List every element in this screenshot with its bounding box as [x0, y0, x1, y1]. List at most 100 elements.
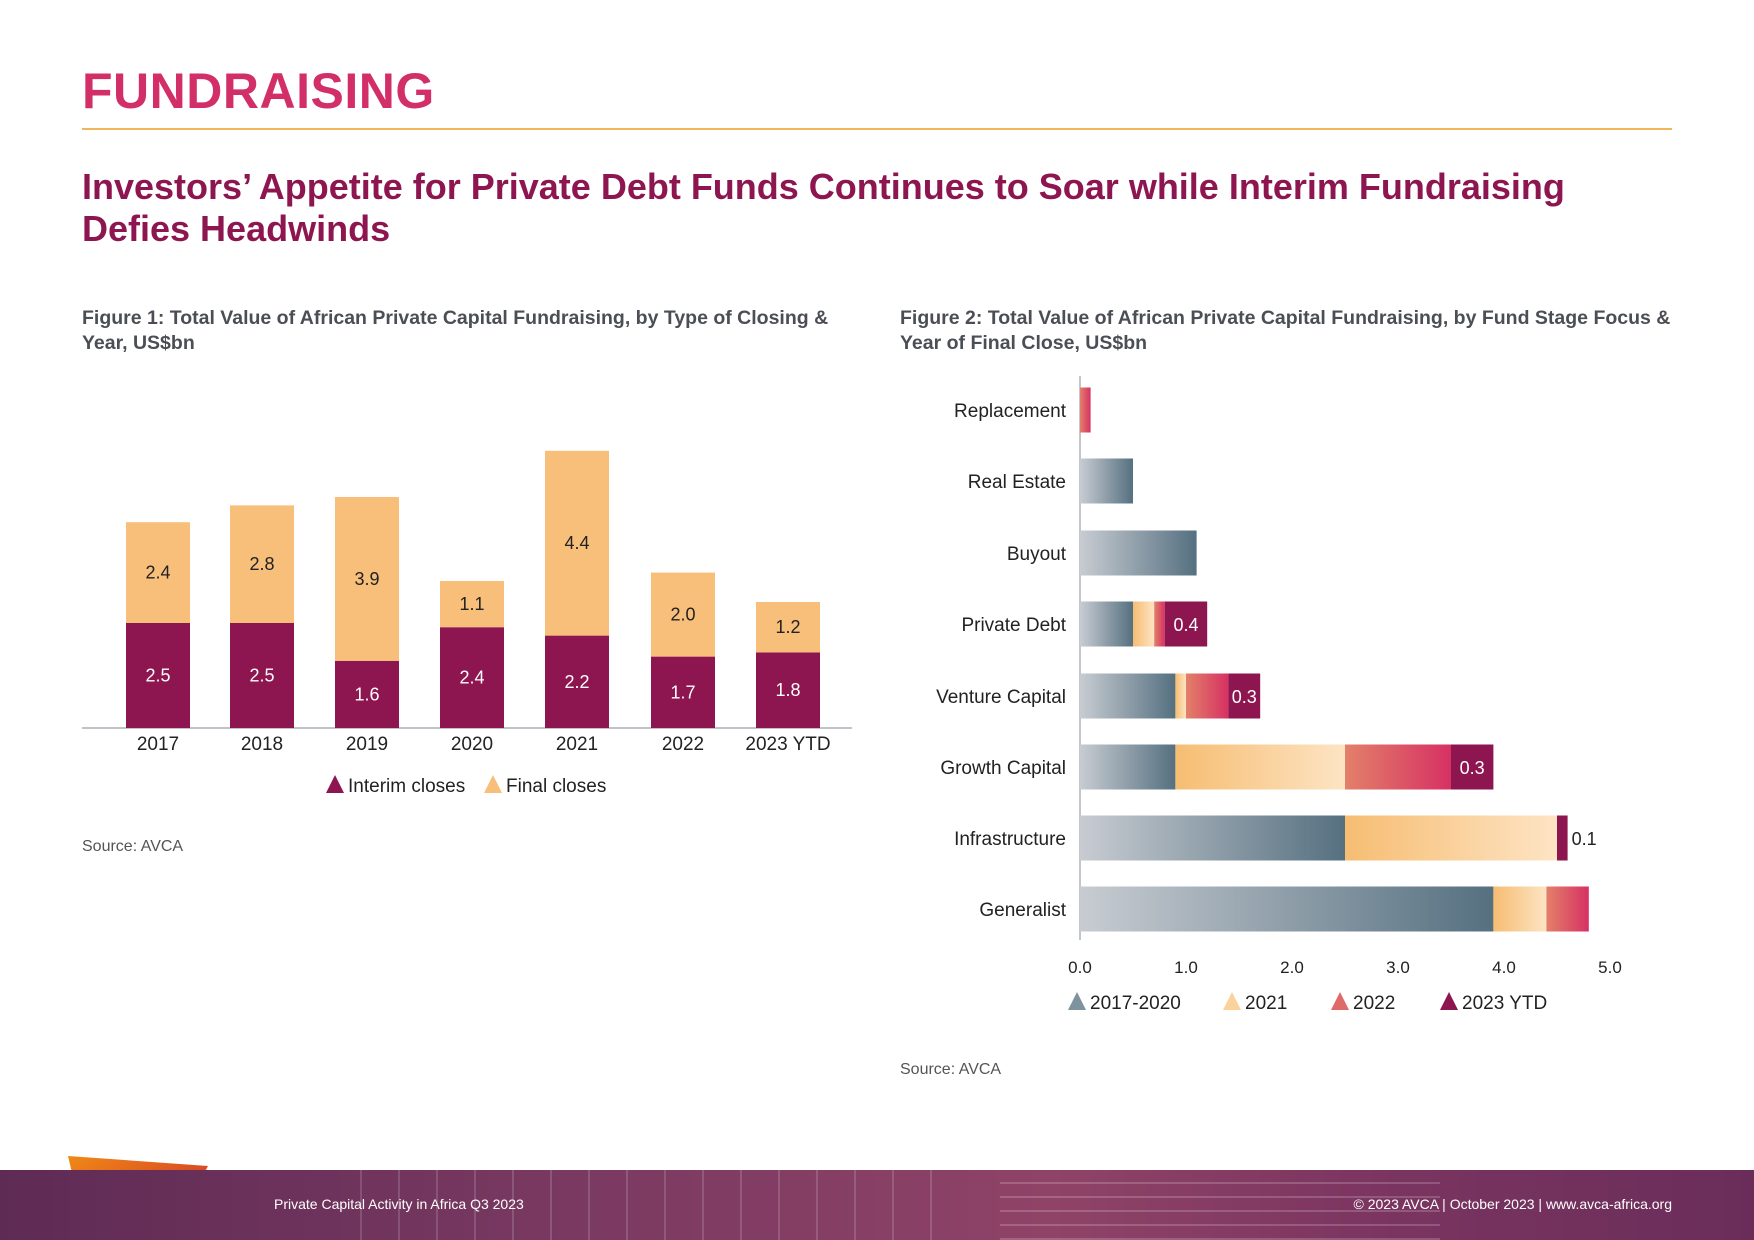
bar-final-closes	[651, 572, 715, 657]
x-tick-label: 0.0	[1068, 958, 1092, 977]
bar-2017-2020	[1080, 673, 1176, 719]
bar-final-closes	[335, 497, 399, 661]
bar-interim-closes	[230, 623, 294, 728]
footer-decoration	[360, 1170, 960, 1240]
x-tick-label: 4.0	[1492, 958, 1516, 977]
bar-2022	[1080, 387, 1091, 433]
bar-2023-ytd	[1228, 673, 1261, 719]
data-label: 1.8	[775, 680, 800, 700]
data-label: 1.1	[459, 594, 484, 614]
bar-final-closes	[545, 450, 609, 636]
bar-2021	[1493, 886, 1547, 932]
y-category-label: Private Debt	[961, 615, 1066, 636]
legend-triangle-icon	[1440, 992, 1458, 1010]
y-category-label: Venture Capital	[936, 687, 1066, 708]
figure1-source: Source: AVCA	[82, 838, 184, 855]
legend-triangle-icon	[326, 775, 344, 793]
legend-triangle-icon	[1068, 992, 1086, 1010]
footer-decoration	[1000, 1170, 1440, 1240]
bar-2023-ytd	[1451, 744, 1494, 790]
y-category-label: Growth Capital	[940, 758, 1066, 779]
data-label: 2.4	[459, 668, 484, 688]
y-category-label: Buyout	[1007, 544, 1067, 565]
x-tick-label: 2019	[346, 734, 388, 755]
data-label: 1.7	[670, 682, 695, 702]
legend-label: 2023 YTD	[1462, 993, 1547, 1014]
bar-interim-closes	[545, 635, 609, 728]
title-divider	[82, 128, 1672, 130]
data-label: 0.3	[1232, 687, 1257, 707]
bar-final-closes	[230, 505, 294, 623]
bar-final-closes	[126, 522, 190, 623]
data-label: 2.2	[564, 672, 589, 692]
bar-2017-2020	[1080, 530, 1197, 576]
bar-2021	[1175, 673, 1186, 719]
y-category-label: Replacement	[954, 401, 1067, 422]
bar-2022	[1154, 601, 1165, 647]
figure2-title: Figure 2: Total Value of African Private…	[900, 307, 1671, 354]
bar-2023-ytd	[1557, 815, 1568, 861]
section-title: FUNDRAISING	[82, 63, 435, 119]
page-headline: Investors’ Appetite for Private Debt Fun…	[82, 166, 1565, 249]
data-label: 1.6	[354, 684, 379, 704]
bar-2017-2020	[1080, 886, 1494, 932]
page-footer: Private Capital Activity in Africa Q3 20…	[0, 1170, 1754, 1240]
legend-label: 2021	[1245, 993, 1287, 1014]
bar-2022	[1546, 886, 1589, 932]
bar-interim-closes	[651, 656, 715, 728]
x-tick-label: 2018	[241, 734, 283, 755]
x-tick-label: 5.0	[1598, 958, 1622, 977]
x-tick-label: 2017	[137, 734, 179, 755]
bar-final-closes	[756, 602, 820, 653]
legend-triangle-icon	[1331, 992, 1349, 1010]
data-label: 2.4	[145, 563, 170, 583]
legend-label: Final closes	[506, 776, 606, 797]
legend-label: Interim closes	[348, 776, 465, 797]
bar-2022	[1186, 673, 1229, 719]
bar-2021	[1133, 601, 1155, 647]
data-label: 2.5	[249, 666, 274, 686]
legend-triangle-icon	[1223, 992, 1241, 1010]
figure2-source: Source: AVCA	[900, 1061, 1002, 1078]
legend-label: 2022	[1353, 993, 1395, 1014]
data-label: 0.1	[1572, 829, 1597, 849]
bar-2021	[1175, 744, 1345, 790]
data-label: 4.4	[564, 533, 589, 553]
data-label: 2.5	[145, 666, 170, 686]
x-tick-label: 2020	[451, 734, 493, 755]
y-category-label: Infrastructure	[954, 829, 1066, 850]
data-label: 2.8	[249, 554, 274, 574]
x-tick-label: 2021	[556, 734, 598, 755]
figure1-title: Figure 1: Total Value of African Private…	[82, 307, 829, 354]
x-tick-label: 2.0	[1280, 958, 1304, 977]
data-label: 2.0	[670, 605, 695, 625]
x-tick-label: 2023 YTD	[745, 734, 830, 755]
x-tick-label: 1.0	[1174, 958, 1198, 977]
x-tick-label: 3.0	[1386, 958, 1410, 977]
y-category-label: Real Estate	[968, 472, 1066, 493]
bar-2022	[1345, 744, 1451, 790]
bar-2017-2020	[1080, 601, 1133, 647]
legend-triangle-icon	[484, 775, 502, 793]
y-category-label: Generalist	[979, 900, 1066, 921]
bar-interim-closes	[440, 627, 504, 728]
footer-copyright: © 2023 AVCA | October 2023 | www.avca-af…	[1353, 1196, 1673, 1212]
bar-interim-closes	[126, 623, 190, 728]
bar-2021	[1345, 815, 1557, 861]
bar-interim-closes	[756, 652, 820, 728]
x-tick-label: 2022	[662, 734, 704, 755]
bar-2017-2020	[1080, 458, 1133, 504]
bar-2023-ytd	[1164, 601, 1208, 647]
bar-final-closes	[440, 581, 504, 628]
data-label: 1.2	[775, 617, 800, 637]
data-label: 3.9	[354, 569, 379, 589]
data-label: 0.4	[1173, 615, 1198, 635]
legend-label: 2017-2020	[1090, 993, 1181, 1014]
bar-interim-closes	[335, 660, 399, 728]
bar-2017-2020	[1080, 815, 1345, 861]
footer-report-name: Private Capital Activity in Africa Q3 20…	[274, 1196, 524, 1212]
data-label: 0.3	[1460, 758, 1485, 778]
bar-2017-2020	[1080, 744, 1176, 790]
